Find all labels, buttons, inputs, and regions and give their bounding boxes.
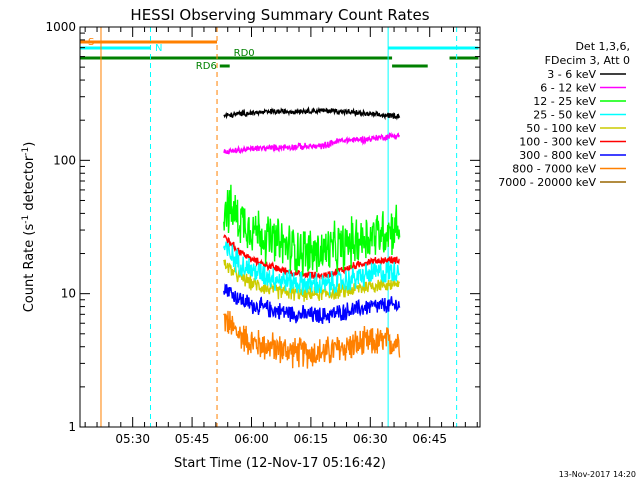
vline-layer: [100, 27, 458, 427]
y-axis-label-end: ): [22, 142, 37, 147]
series-layer: [223, 106, 401, 369]
x-tick-label: 05:45: [175, 432, 210, 446]
legend-header-fdecim: FDecim 3, Att 0: [545, 54, 630, 67]
plot-frame: [79, 26, 481, 428]
flag-label: RD0: [234, 48, 255, 59]
x-tick-label: 06:30: [353, 432, 388, 446]
footer-date: 13-Nov-2017 14:20: [559, 470, 636, 479]
flag-label: S: [88, 37, 94, 48]
flag-layer: S N RD0 RD6: [80, 37, 479, 72]
y-axis-label-mid: detector: [22, 155, 37, 215]
flag-label: N: [155, 43, 162, 54]
y-tick-label: 100: [53, 153, 76, 167]
y-tick-label: 1000: [45, 20, 76, 34]
legend-label: 12 - 25 keV: [533, 95, 596, 108]
x-tick-label: 05:30: [115, 432, 150, 446]
x-axis-label: Start Time (12-Nov-17 05:16:42): [174, 456, 386, 471]
series-line: [223, 184, 401, 276]
series-line: [223, 234, 400, 281]
chart-title: HESSI Observing Summary Count Rates: [130, 6, 429, 24]
series-line: [223, 259, 401, 302]
axis-layer: 05:30 05:45 06:00 06:15 06:30 06:45 1 10 100 1000: [45, 20, 480, 446]
series-line: [223, 106, 401, 121]
legend-label: 50 - 100 keV: [526, 122, 596, 135]
series-line: [223, 283, 401, 325]
legend-label: 300 - 800 keV: [519, 149, 596, 162]
y-axis-label: Count Rate (s-1 detector-1): [21, 142, 37, 313]
x-tick-label: 06:45: [412, 432, 447, 446]
x-tick-label: 06:00: [234, 432, 269, 446]
flag-label: RD6: [196, 61, 217, 72]
y-axis-label-sup-2: -1: [21, 147, 31, 156]
y-axis-label-main: Count Rate (s: [22, 224, 37, 313]
x-tick-label: 06:15: [294, 432, 329, 446]
legend-label: 7000 - 20000 keV: [498, 176, 596, 189]
legend-label: 800 - 7000 keV: [512, 163, 596, 176]
y-axis-label-sup-1: -1: [21, 215, 31, 224]
legend-label: 25 - 50 keV: [533, 109, 596, 122]
y-tick-label: 1: [68, 420, 76, 434]
y-tick-label: 10: [61, 287, 76, 301]
legend-label: 100 - 300 keV: [519, 136, 596, 149]
legend-label: 6 - 12 keV: [540, 82, 596, 95]
series-line: [223, 310, 401, 369]
legend-label: 3 - 6 keV: [547, 68, 596, 81]
series-line: [223, 131, 401, 155]
series-line: [223, 241, 401, 296]
legend-header-detectors: Det 1,3,6,: [575, 40, 630, 53]
